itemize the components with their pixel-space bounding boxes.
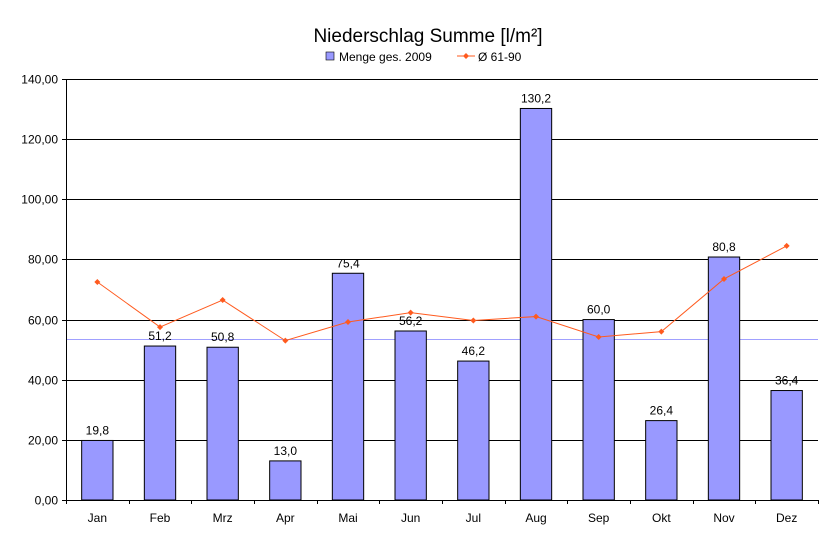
bar [582, 319, 615, 501]
line-point [721, 275, 727, 282]
bar-value-label: 51,2 [148, 329, 172, 343]
x-tick-label: Mai [338, 511, 357, 525]
legend-bar-swatch [325, 51, 335, 61]
legend-line-label: Ø 61-90 [478, 50, 522, 64]
x-tick-label: Dez [776, 511, 797, 525]
line-point [470, 317, 477, 324]
y-tick-label: 120,00 [21, 133, 58, 147]
line-point [345, 318, 351, 325]
bar-value-label: 36,4 [775, 374, 799, 388]
y-tick-label: 80,00 [28, 253, 58, 267]
legend: Menge ges. 2009 Ø 61-90 [325, 50, 522, 64]
x-tick-label: Apr [276, 511, 295, 525]
bar-value-label: 56,2 [399, 314, 423, 328]
y-tick-label: 60,00 [28, 314, 58, 328]
x-tick-label: Feb [150, 511, 171, 525]
bar [143, 345, 177, 501]
x-tick-label: Okt [652, 511, 671, 525]
y-tick-label: 0,00 [35, 494, 59, 508]
y-tick-label: 40,00 [28, 374, 58, 388]
plot-area: 0,00 20,00 40,00 60,00 80,00 100,00 120,00 140,… [21, 73, 819, 525]
x-tick-label: Sep [588, 511, 610, 525]
legend-bar-label: Menge ges. 2009 [339, 50, 432, 64]
line-point [783, 242, 790, 249]
bar-value-label: 26,4 [650, 404, 674, 418]
bar-value-label: 80,8 [712, 240, 736, 254]
x-tick-label: Aug [525, 511, 546, 525]
bar [457, 360, 490, 501]
bar [394, 330, 427, 501]
average-line [97, 245, 787, 342]
bar-value-label: 19,8 [86, 423, 110, 437]
bar-value-label: 60,0 [587, 303, 611, 317]
line-point [157, 324, 163, 331]
bar [269, 460, 302, 501]
bar-value-label: 75,4 [336, 256, 360, 270]
y-tick-label: 20,00 [28, 434, 58, 448]
bar [519, 107, 553, 501]
bar [645, 420, 678, 501]
bar [707, 256, 741, 501]
x-tick-label: Mrz [213, 511, 233, 525]
line-point [407, 309, 414, 316]
bar [81, 439, 114, 501]
bar-value-label: 130,2 [521, 91, 551, 105]
y-tick-label: 140,00 [21, 73, 58, 87]
x-tick-label: Jul [466, 511, 481, 525]
line-point [595, 334, 602, 341]
legend-line-marker [463, 53, 469, 59]
line-point [94, 278, 101, 285]
x-tick-label: Nov [713, 511, 734, 525]
line-point [533, 313, 539, 320]
bar-value-label: 46,2 [462, 344, 486, 358]
line-point [219, 297, 226, 304]
bar [206, 346, 239, 501]
bar [331, 272, 365, 501]
x-tick-label: Jan [88, 511, 107, 525]
bar-value-label: 50,8 [211, 330, 235, 344]
line-point [282, 337, 289, 344]
bar-value-label: 13,0 [274, 444, 298, 458]
y-tick-label: 100,00 [21, 193, 58, 207]
chart-title: Niederschlag Summe [l/m²] [313, 26, 542, 47]
bar [770, 390, 803, 501]
line-point [658, 328, 665, 335]
x-tick-label: Jun [401, 511, 420, 525]
